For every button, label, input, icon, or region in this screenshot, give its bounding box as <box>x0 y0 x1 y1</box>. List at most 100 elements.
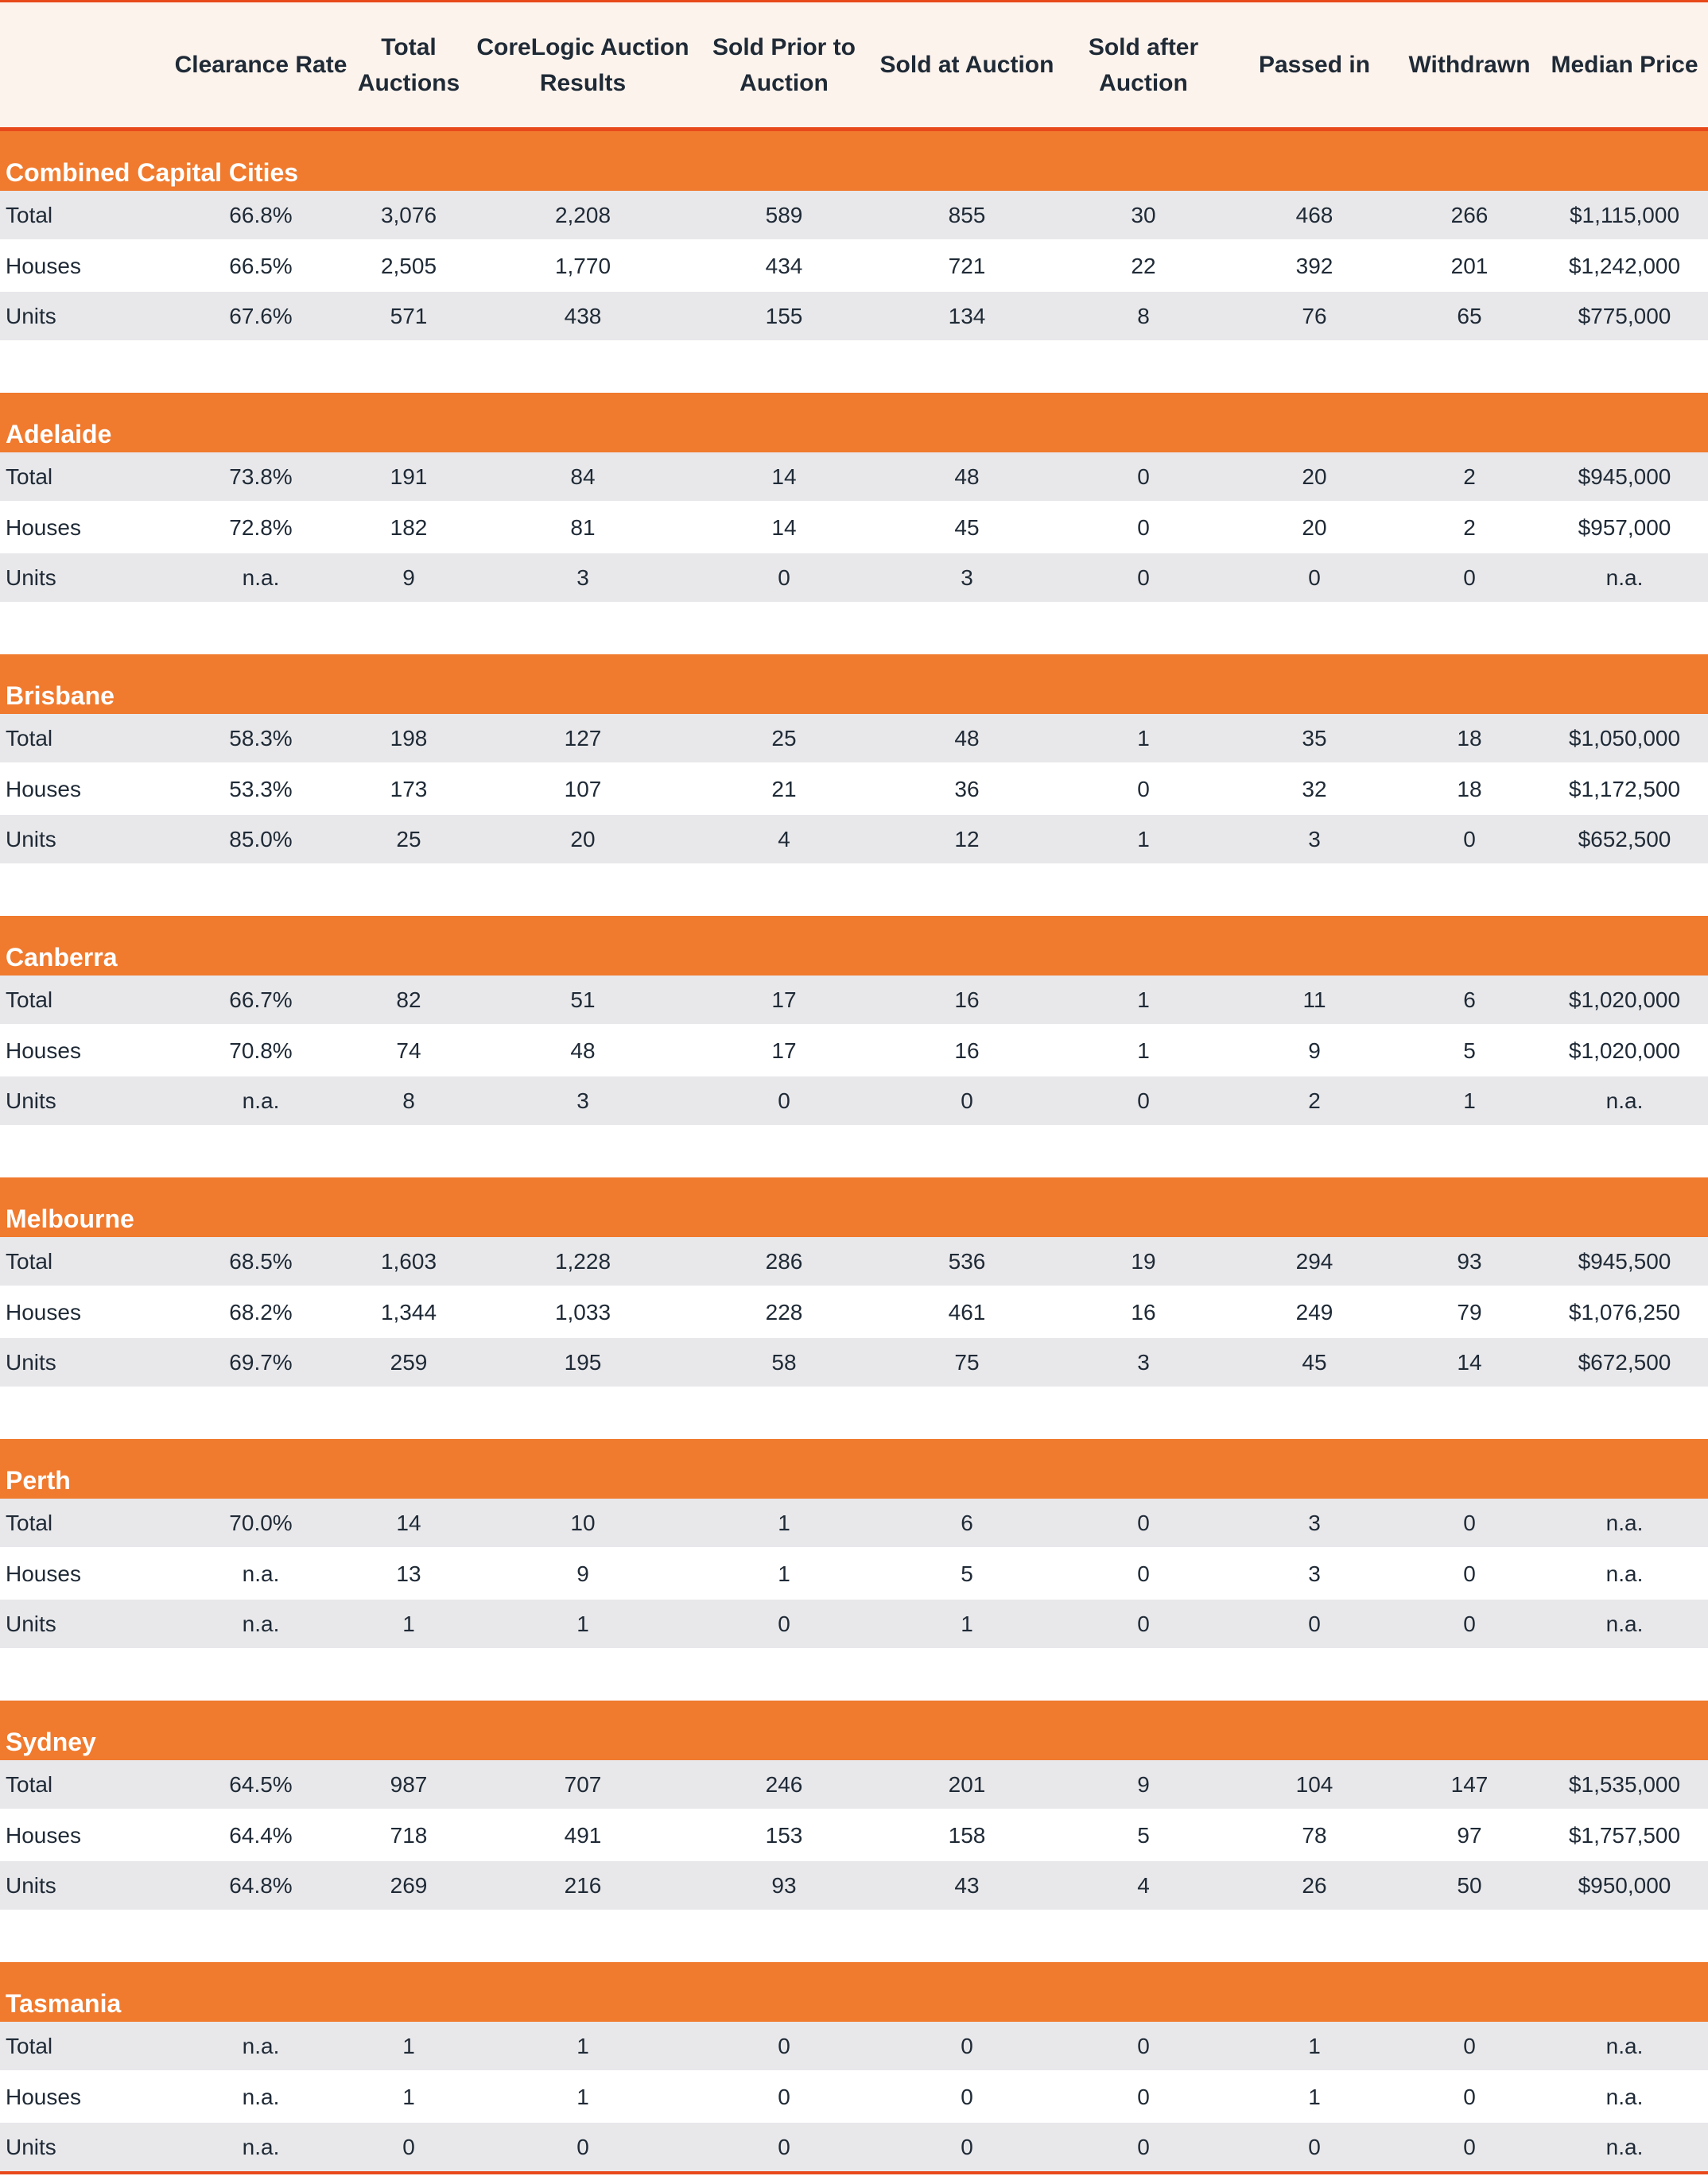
table-cell: 198 <box>390 726 428 751</box>
table-cell: 0 <box>1137 1088 1150 1113</box>
table-cell: 65 <box>1457 304 1482 328</box>
section-header: Combined Capital Cities <box>0 131 1708 191</box>
table-cell: 17 <box>771 1038 797 1063</box>
table-cell: n.a. <box>242 1088 280 1113</box>
section-title: Combined Capital Cities <box>6 158 299 187</box>
table-row: Units n.a. 9 3 0 3 0 0 0 n.a. <box>0 553 1708 602</box>
table-cell: 82 <box>396 987 421 1012</box>
table-cell: 201 <box>948 1772 986 1797</box>
table-cell: 0 <box>1137 776 1150 801</box>
table-cell: 195 <box>564 1350 602 1375</box>
table-cell: 30 <box>1131 203 1156 227</box>
table-row: Houses 68.2% 1,344 1,033 228 461 16 249 79 $1,076… <box>0 1288 1708 1336</box>
table-cell: 0 <box>778 565 790 590</box>
table-cell: 461 <box>948 1299 986 1325</box>
table-cell: 294 <box>1295 1249 1333 1274</box>
row-label: Houses <box>6 514 81 540</box>
table-cell: 1 <box>402 1612 415 1636</box>
table-cell: 721 <box>948 253 986 278</box>
table-cell: 0 <box>402 2135 415 2159</box>
table-cell: $945,500 <box>1578 1249 1671 1274</box>
table-cell: 1 <box>1308 2034 1321 2058</box>
table-cell: 17 <box>771 987 797 1012</box>
table-cell: 9 <box>576 1561 589 1586</box>
table-cell: 4 <box>778 827 790 851</box>
table-cell: 32 <box>1302 776 1327 801</box>
table-cell: 1 <box>576 2034 589 2058</box>
table-row: Total 70.0% 14 10 1 6 0 3 0 n.a. <box>0 1499 1708 1547</box>
table-cell: 1,344 <box>380 1299 437 1325</box>
median-price-header: Median Price <box>1551 52 1698 78</box>
table-cell: 26 <box>1302 1873 1327 1898</box>
table-cell: 0 <box>1463 565 1476 590</box>
table-cell: 259 <box>390 1350 428 1375</box>
table-cell: n.a. <box>242 2034 280 2058</box>
table-cell: n.a. <box>1605 2084 1644 2109</box>
table-cell: $1,050,000 <box>1568 726 1681 751</box>
table-cell: 589 <box>765 203 803 227</box>
table-cell: 1 <box>1463 1088 1476 1113</box>
table-cell: 13 <box>396 1561 421 1586</box>
row-label: Houses <box>6 776 81 801</box>
row-label: Houses <box>6 1038 81 1063</box>
row-label: Total <box>6 987 53 1012</box>
table-cell: 0 <box>1137 2034 1150 2058</box>
table-cell: 45 <box>954 514 980 540</box>
section-title: Adelaide <box>6 420 112 448</box>
section-title: Canberra <box>6 943 118 972</box>
table-row: Total n.a. 1 1 0 0 0 1 0 n.a. <box>0 2022 1708 2070</box>
table-cell: 468 <box>1295 203 1333 227</box>
table-cell: 16 <box>1131 1299 1156 1325</box>
sold-at-auction-header: Sold at Auction <box>879 52 1054 78</box>
table-cell: 20 <box>1302 464 1327 489</box>
table-row: Units 85.0% 25 20 4 12 1 3 0 $652,500 <box>0 815 1708 863</box>
table-cell: 64.5% <box>229 1772 293 1797</box>
section-header: Adelaide <box>0 393 1708 452</box>
table-cell: 1 <box>1137 1038 1150 1063</box>
table-cell: 201 <box>1450 253 1489 278</box>
section-header: Perth <box>0 1439 1708 1499</box>
table-row: Houses 53.3% 173 107 21 36 0 32 18 $1,172,500 <box>0 765 1708 813</box>
table-cell: 51 <box>570 987 596 1012</box>
table-cell: 70.8% <box>229 1038 293 1063</box>
table-header: Clearance Rate Total Auctions CoreLogic Au… <box>0 0 1708 131</box>
table-cell: 50 <box>1457 1873 1482 1898</box>
table-cell: $1,115,000 <box>1569 203 1680 227</box>
table-cell: n.a. <box>242 2135 280 2159</box>
table-row: Total 66.7% 82 51 17 16 1 11 6 $1,020,000 <box>0 976 1708 1024</box>
table-cell: 14 <box>771 514 797 540</box>
table-cell: 1 <box>778 1511 790 1535</box>
table-cell: 3 <box>576 1088 589 1113</box>
table-cell: 0 <box>1137 1511 1150 1535</box>
table-cell: 3 <box>1308 1511 1321 1535</box>
table-row: Houses 66.5% 2,505 1,770 434 721 22 392 201 $1,24… <box>0 242 1708 290</box>
table-cell: $1,172,500 <box>1568 776 1681 801</box>
table-row: Total 58.3% 198 127 25 48 1 35 18 $1,050,000 <box>0 714 1708 762</box>
table-cell: 392 <box>1295 253 1333 278</box>
table-cell: 75 <box>954 1350 980 1375</box>
table-cell: 127 <box>564 726 602 751</box>
table-cell: 3 <box>1308 827 1321 851</box>
table-cell: 147 <box>1450 1772 1489 1797</box>
row-label: Total <box>6 203 53 227</box>
table-cell: 36 <box>954 776 980 801</box>
table-cell: 173 <box>390 776 428 801</box>
table-cell: 1 <box>961 1612 973 1636</box>
table-cell: 97 <box>1457 1822 1482 1848</box>
row-label: Units <box>6 1350 56 1375</box>
section-title: Sydney <box>6 1728 96 1756</box>
table-cell: $950,000 <box>1578 1873 1671 1898</box>
table-cell: n.a. <box>1605 2135 1644 2159</box>
table-cell: 182 <box>390 514 428 540</box>
table-cell: 58 <box>771 1350 797 1375</box>
table-cell: 0 <box>576 2135 589 2159</box>
table-cell: n.a. <box>242 1612 280 1636</box>
table-cell: $1,020,000 <box>1568 987 1681 1012</box>
table-cell: 22 <box>1131 253 1156 278</box>
table-cell: n.a. <box>1605 1088 1644 1113</box>
table-cell: 43 <box>954 1873 980 1898</box>
table-cell: 35 <box>1302 726 1327 751</box>
table-cell: n.a. <box>242 565 280 590</box>
row-label: Units <box>6 2135 56 2159</box>
